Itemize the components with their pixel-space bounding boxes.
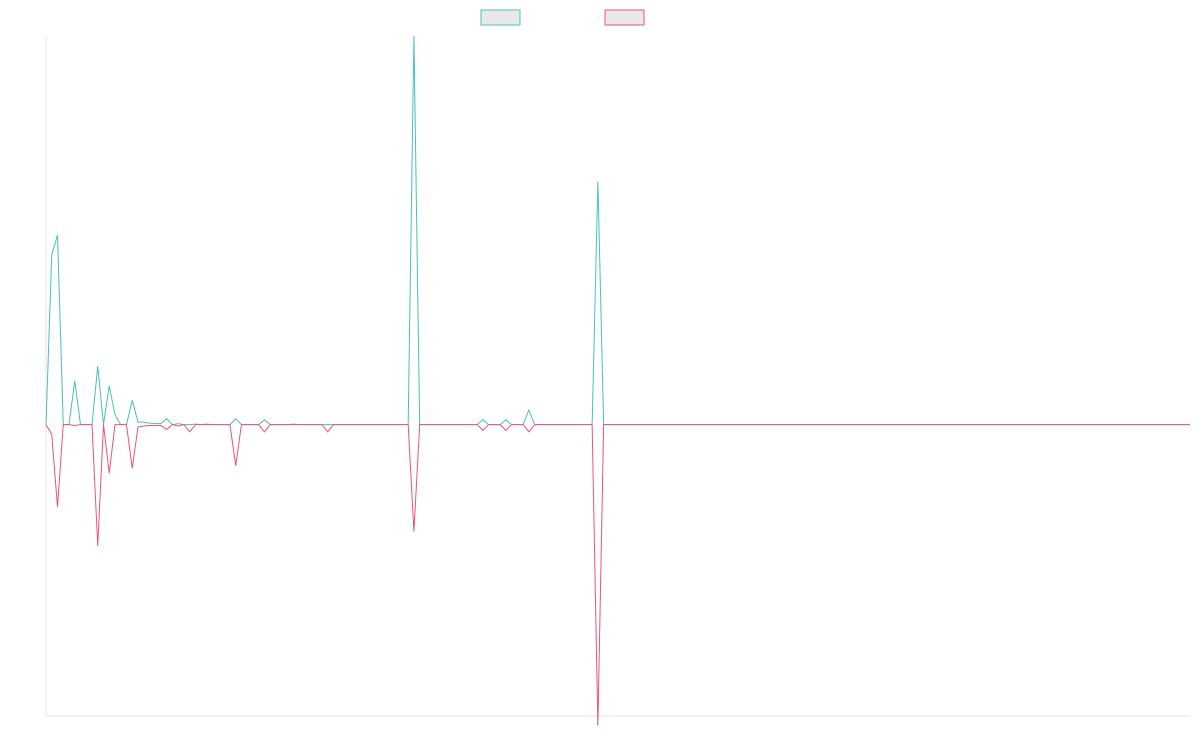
legend-item-2[interactable] xyxy=(604,9,645,26)
series-line-2 xyxy=(45,424,1190,726)
series-line-1 xyxy=(45,35,1190,426)
legend-item-1[interactable] xyxy=(480,9,521,26)
legend-swatch-2[interactable] xyxy=(604,9,645,26)
legend-swatch-1[interactable] xyxy=(480,9,521,26)
series-group xyxy=(45,35,1190,726)
chart-legend[interactable] xyxy=(480,9,645,26)
